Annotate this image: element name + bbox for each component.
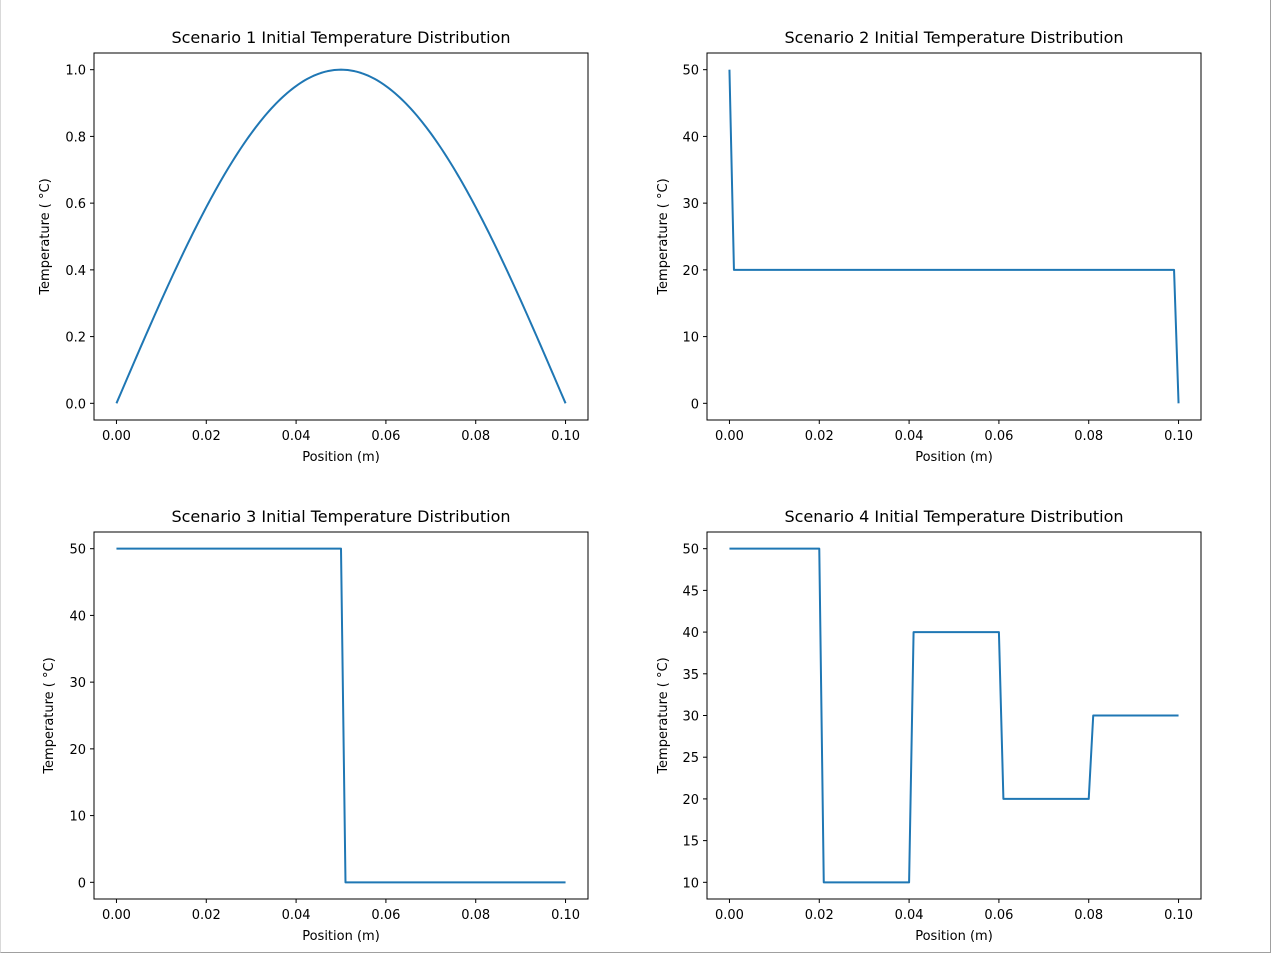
y-tick-label: 30: [69, 676, 86, 691]
x-tick-label: 0.02: [192, 429, 221, 444]
x-axis-label: Position (m): [915, 450, 993, 465]
y-tick-label: 30: [682, 197, 699, 212]
x-tick-label: 0.06: [984, 429, 1013, 444]
series-line: [728, 69, 1180, 404]
x-tick-label: 0.06: [371, 908, 400, 923]
y-tick-label: 50: [682, 64, 699, 79]
x-axis-label: Position (m): [915, 929, 993, 944]
x-tick-label: 0.10: [1164, 908, 1193, 923]
axes-frame: [706, 52, 1202, 421]
series-line: [116, 547, 566, 884]
x-axis-label: Position (m): [302, 929, 380, 944]
y-axis-label: Temperature ( °C): [656, 178, 671, 295]
x-tick-label: 0.06: [371, 429, 400, 444]
y-tick-label: 0.0: [65, 397, 86, 412]
x-tick-label: 0.04: [895, 429, 924, 444]
y-tick-label: 20: [682, 793, 699, 808]
axes-frame: [93, 531, 589, 900]
y-tick-label: 0: [691, 397, 699, 412]
y-tick-label: 50: [682, 543, 699, 558]
x-axis-label: Position (m): [302, 450, 380, 465]
y-tick-label: 35: [682, 668, 699, 683]
y-tick-label: 40: [69, 609, 86, 624]
series-line: [729, 547, 1179, 884]
chart-title: Scenario 3 Initial Temperature Distribut…: [171, 507, 510, 526]
x-tick-label: 0.06: [984, 908, 1013, 923]
y-tick-label: 30: [682, 710, 699, 725]
chart-title: Scenario 2 Initial Temperature Distribut…: [784, 28, 1123, 47]
x-tick-label: 0.04: [282, 908, 311, 923]
y-axis-label: Temperature ( °C): [42, 657, 57, 774]
x-tick-label: 0.10: [1164, 429, 1193, 444]
x-tick-label: 0.00: [102, 908, 131, 923]
y-tick-label: 1.0: [65, 64, 86, 79]
y-tick-label: 40: [682, 626, 699, 641]
x-tick-label: 0.02: [805, 429, 834, 444]
x-tick-label: 0.08: [1074, 429, 1103, 444]
y-tick-label: 0: [78, 876, 86, 891]
subplot-2: Scenario 2 Initial Temperature Distribut…: [656, 28, 1202, 465]
x-tick-label: 0.08: [461, 908, 490, 923]
x-tick-label: 0.08: [461, 429, 490, 444]
y-axis-label: Temperature ( °C): [38, 178, 53, 295]
x-tick-label: 0.10: [551, 908, 580, 923]
y-tick-label: 20: [69, 743, 86, 758]
x-tick-label: 0.00: [102, 429, 131, 444]
x-tick-label: 0.04: [282, 429, 311, 444]
y-tick-label: 0.4: [65, 264, 86, 279]
y-tick-label: 10: [682, 331, 699, 346]
x-tick-label: 0.10: [551, 429, 580, 444]
y-tick-label: 50: [69, 543, 86, 558]
x-tick-label: 0.08: [1074, 908, 1103, 923]
y-tick-label: 0.6: [65, 197, 86, 212]
x-tick-label: 0.00: [715, 908, 744, 923]
y-axis-label: Temperature ( °C): [656, 657, 671, 774]
x-tick-label: 0.02: [192, 908, 221, 923]
y-tick-label: 20: [682, 264, 699, 279]
axes-frame: [93, 52, 589, 421]
y-tick-label: 0.8: [65, 130, 86, 145]
chart-title: Scenario 1 Initial Temperature Distribut…: [171, 28, 510, 47]
x-tick-label: 0.04: [895, 908, 924, 923]
y-tick-label: 45: [682, 584, 699, 599]
y-tick-label: 10: [682, 876, 699, 891]
series-line: [115, 68, 567, 404]
x-tick-label: 0.00: [715, 429, 744, 444]
chart-title: Scenario 4 Initial Temperature Distribut…: [784, 507, 1123, 526]
subplot-4: Scenario 4 Initial Temperature Distribut…: [656, 507, 1202, 944]
y-tick-label: 25: [682, 751, 699, 766]
y-tick-label: 15: [682, 835, 699, 850]
y-tick-label: 40: [682, 130, 699, 145]
subplot-3: Scenario 3 Initial Temperature Distribut…: [42, 507, 589, 944]
x-tick-label: 0.02: [805, 908, 834, 923]
y-tick-label: 10: [69, 810, 86, 825]
y-tick-label: 0.2: [65, 331, 86, 346]
subplot-1: Scenario 1 Initial Temperature Distribut…: [38, 28, 589, 465]
